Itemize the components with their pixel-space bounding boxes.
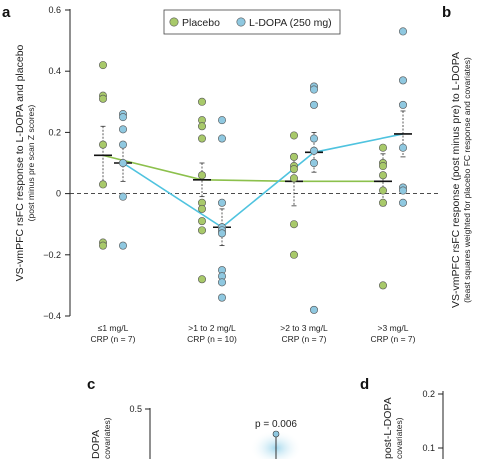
data-point-ldopa — [398, 76, 407, 85]
panel-c-y-axis-label: DOPA — [90, 430, 102, 459]
data-point-ldopa — [218, 134, 227, 143]
panel-c-letter: c — [87, 376, 95, 393]
data-point-ldopa — [119, 140, 128, 149]
data-point-placebo — [378, 186, 387, 195]
panel-b-y-axis-sublabel: (least squares weighted for placebo FC r… — [462, 57, 472, 303]
data-point-placebo — [198, 97, 207, 106]
data-points — [99, 27, 407, 314]
data-point-ldopa — [398, 143, 407, 152]
data-point-ldopa — [119, 159, 128, 168]
panel-d-y-axis-label: post-L-DOPA — [382, 397, 394, 459]
legend-marker-ldopa — [236, 17, 246, 27]
data-point-ldopa — [398, 100, 407, 109]
panel-b-y-label-group: VS-vmPFC rsFC response (post minus pre) … — [450, 52, 472, 308]
data-point-placebo — [198, 226, 207, 235]
y-axis-ticks: −0.4 −0.2 0 0.2 0.4 0.6 — [43, 5, 70, 321]
panel-a-letter: a — [2, 4, 11, 21]
data-point-placebo — [289, 250, 298, 259]
legend-label-placebo: Placebo — [182, 17, 220, 29]
data-point-placebo — [198, 217, 207, 226]
data-point-placebo — [289, 165, 298, 174]
data-point-ldopa — [309, 100, 318, 109]
data-point-placebo — [289, 152, 298, 161]
data-point-ldopa — [309, 146, 318, 155]
data-point-placebo — [378, 171, 387, 180]
legend: Placebo L-DOPA (250 mg) — [163, 9, 341, 35]
legend-box — [163, 9, 341, 35]
panel-b-y-axis-label: VS-vmPFC rsFC response (post minus pre) … — [450, 52, 462, 308]
panel-d-y-axis-sublabel: covariates) — [394, 417, 404, 459]
data-point-ldopa — [119, 113, 128, 122]
data-point-placebo — [378, 198, 387, 207]
category-label: CRP (n = 10) — [187, 334, 237, 344]
panel-c-y-axis-sublabel: covariates) — [102, 417, 112, 459]
data-point-ldopa — [398, 198, 407, 207]
panel-c-ytick-label: 0.5 — [129, 404, 142, 414]
panel-d-y-label-group: post-L-DOPA covariates) — [382, 397, 404, 459]
data-point-placebo — [378, 281, 387, 290]
data-point-ldopa — [218, 293, 227, 302]
category-label: >1 to 2 mg/L — [188, 323, 236, 333]
data-point-ldopa — [218, 116, 227, 125]
panel-c-y-label-group: DOPA covariates) — [90, 417, 112, 459]
legend-label-ldopa: L-DOPA (250 mg) — [249, 17, 332, 29]
y-tick-label: −0.4 — [43, 311, 61, 321]
category-label: CRP (n = 7) — [371, 334, 416, 344]
y-tick-label: 0 — [56, 189, 61, 199]
data-point-placebo — [99, 94, 108, 103]
category-label: >3 mg/L — [378, 323, 409, 333]
category-label: >2 to 3 mg/L — [280, 323, 328, 333]
data-point-placebo — [378, 162, 387, 171]
data-point-placebo — [198, 122, 207, 131]
data-point-placebo — [289, 131, 298, 140]
data-point-ldopa — [309, 85, 318, 94]
data-point-ldopa — [218, 278, 227, 287]
panel-d-ytick-label-1: 0.1 — [422, 443, 435, 453]
error-bars — [94, 110, 412, 247]
data-point-placebo — [198, 275, 207, 284]
data-point-ldopa — [119, 241, 128, 250]
panel-c-data-point — [272, 430, 280, 438]
panel-c-p-value: p = 0.006 — [255, 419, 297, 430]
mean-line-placebo — [102, 154, 383, 183]
legend-marker-placebo — [169, 17, 179, 27]
y-axis-label-group: VS-vmPFC rsFC response to L-DOPA and pla… — [14, 44, 36, 281]
data-point-ldopa — [218, 198, 227, 207]
data-point-placebo — [289, 174, 298, 183]
y-tick-label: 0.6 — [48, 5, 61, 15]
mean-trend-lines — [102, 133, 404, 229]
data-point-placebo — [198, 171, 207, 180]
mean-line-ldopa — [122, 133, 404, 229]
data-point-placebo — [378, 143, 387, 152]
data-point-placebo — [99, 180, 108, 189]
data-point-placebo — [289, 220, 298, 229]
data-point-ldopa — [398, 27, 407, 36]
y-tick-label: 0.4 — [48, 66, 61, 76]
data-point-ldopa — [119, 192, 128, 201]
panel-d-ytick-label-0: 0.2 — [422, 389, 435, 399]
y-axis-sublabel: (post minus pre scan Z scores) — [26, 104, 36, 221]
category-label: CRP (n = 7) — [91, 334, 136, 344]
data-point-placebo — [198, 204, 207, 213]
panel-b-letter: b — [442, 4, 451, 21]
data-point-ldopa — [309, 134, 318, 143]
data-point-ldopa — [398, 186, 407, 195]
data-point-ldopa — [309, 305, 318, 314]
data-point-placebo — [99, 241, 108, 250]
data-point-ldopa — [309, 159, 318, 168]
y-axis-label: VS-vmPFC rsFC response to L-DOPA and pla… — [14, 44, 26, 281]
y-tick-label: −0.2 — [43, 250, 61, 260]
panel-d-letter: d — [360, 376, 369, 393]
category-label: ≤1 mg/L — [98, 323, 129, 333]
y-tick-label: 0.2 — [48, 127, 61, 137]
category-label: CRP (n = 7) — [282, 334, 327, 344]
data-point-ldopa — [119, 125, 128, 134]
data-point-ldopa — [218, 229, 227, 238]
data-point-placebo — [99, 140, 108, 149]
data-point-placebo — [99, 61, 108, 70]
data-point-placebo — [198, 134, 207, 143]
